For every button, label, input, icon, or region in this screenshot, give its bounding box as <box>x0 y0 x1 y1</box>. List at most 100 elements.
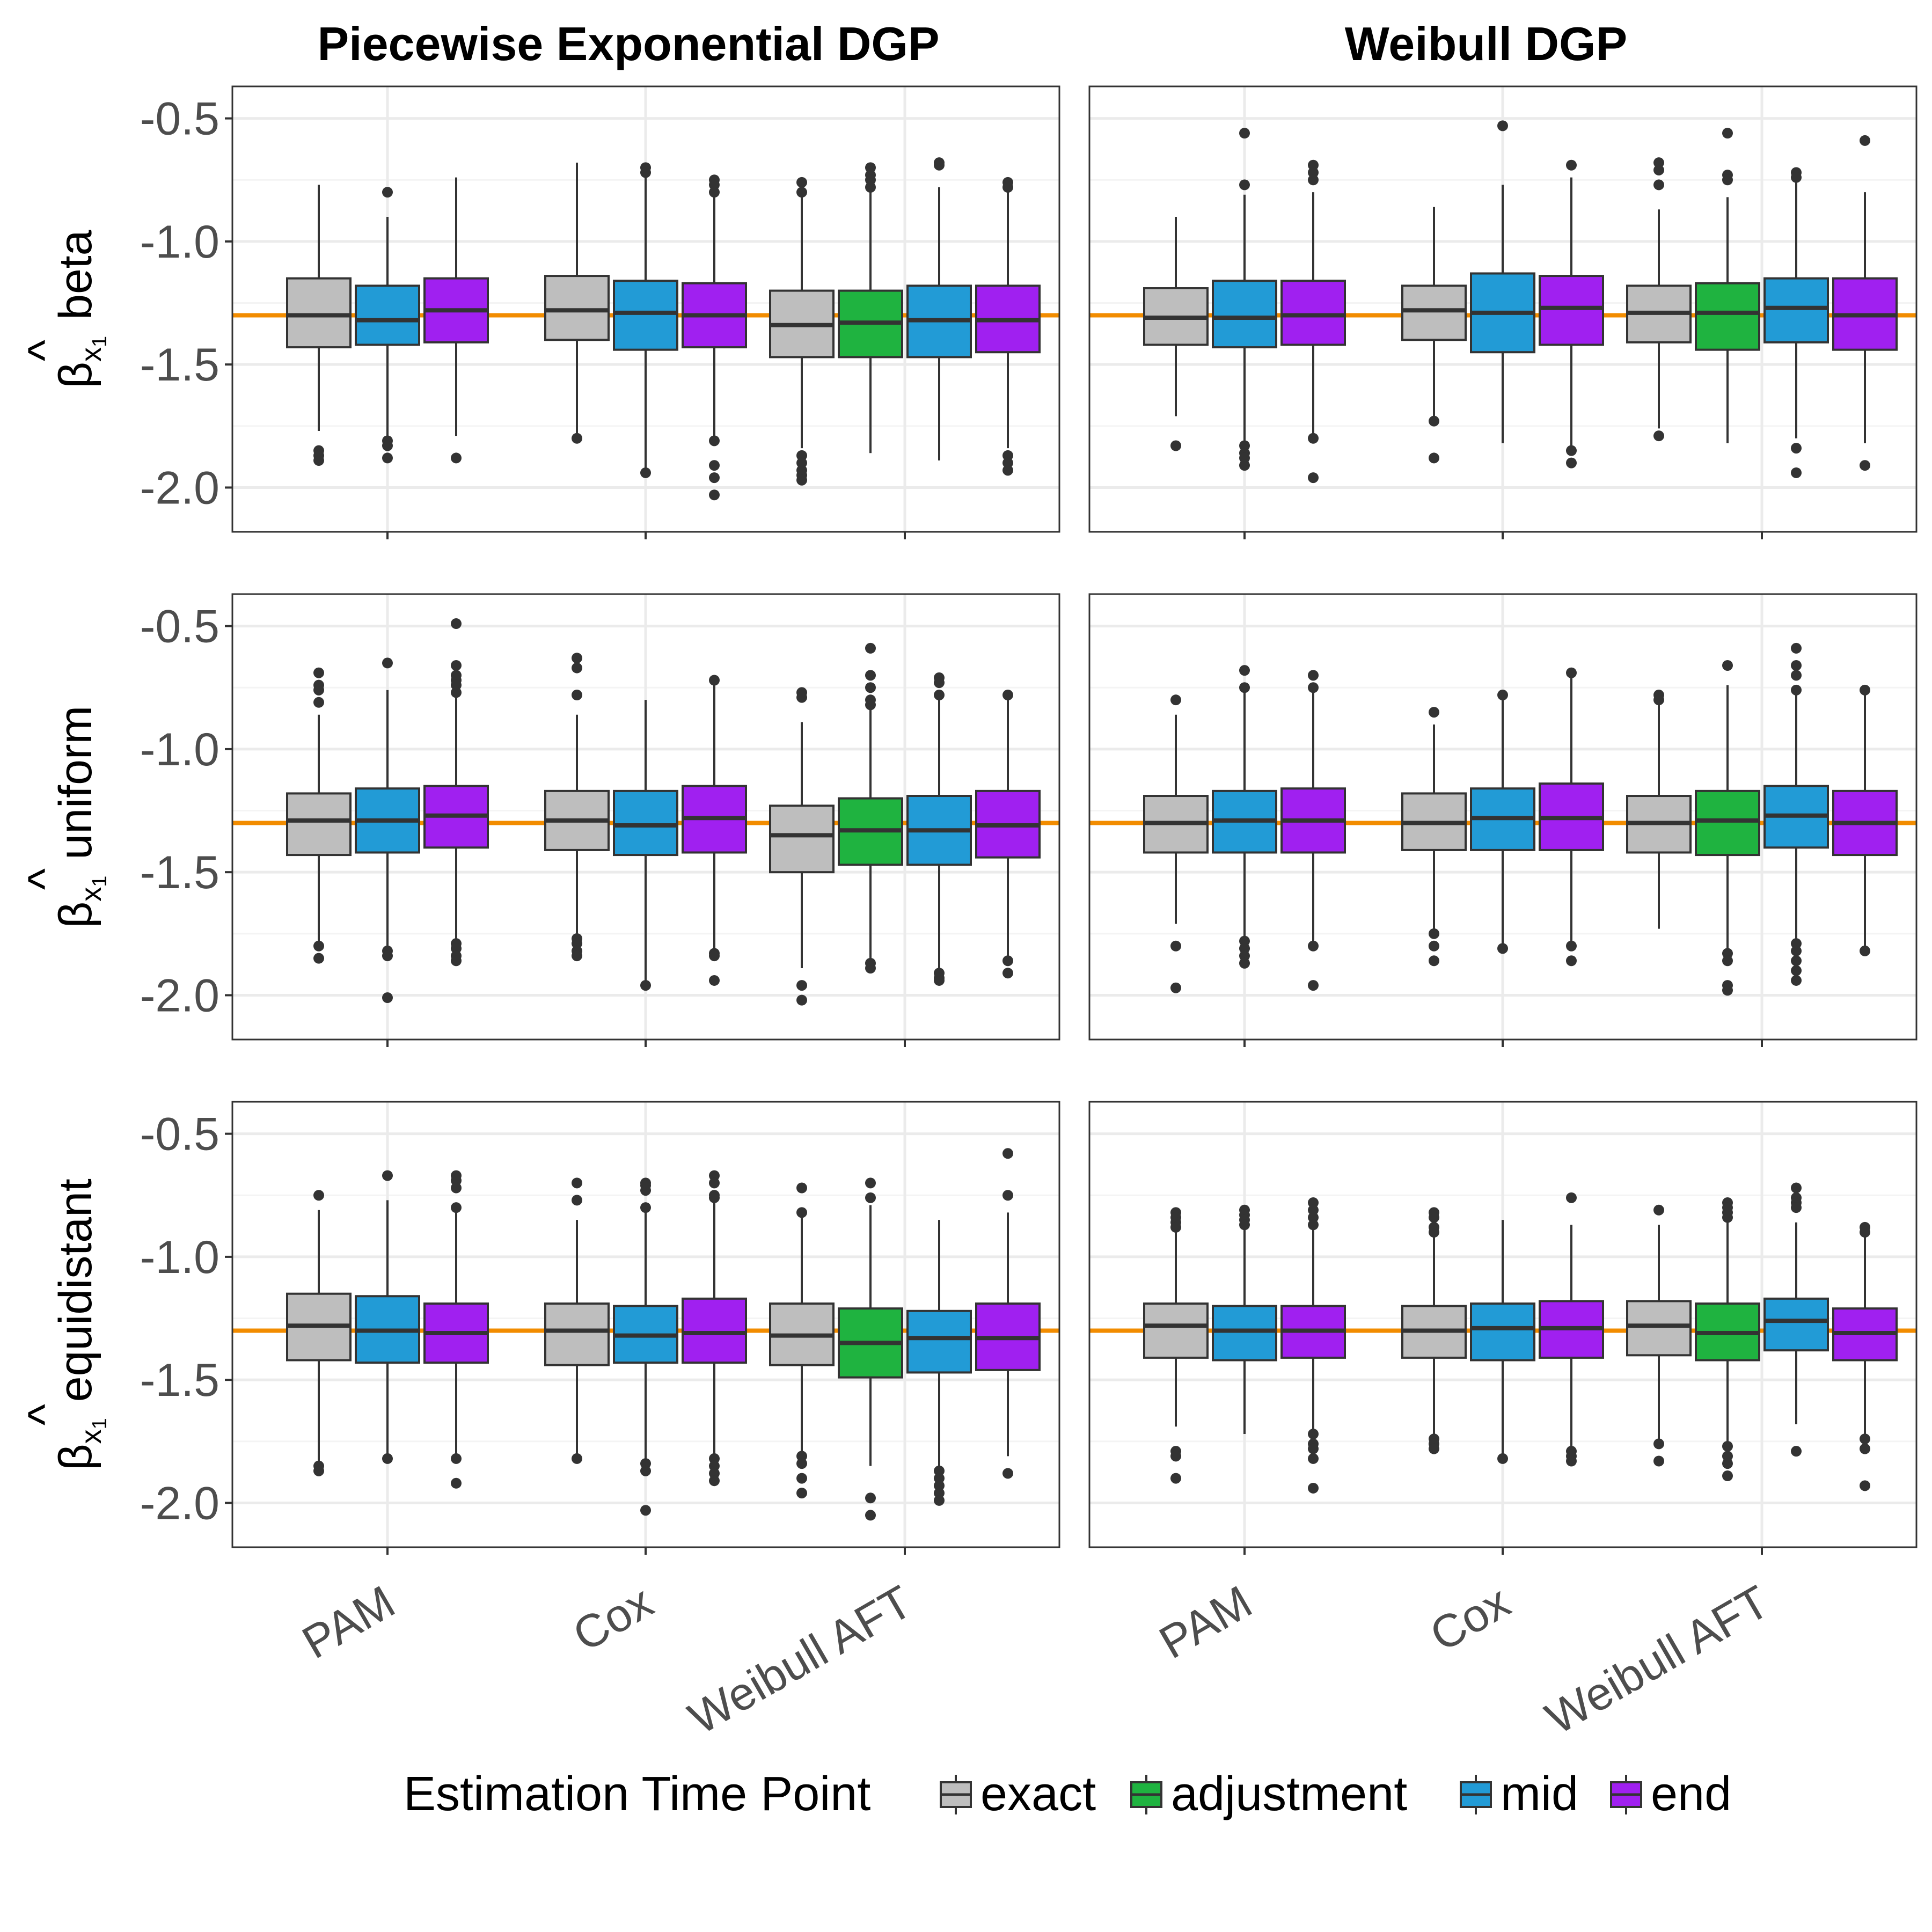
outlier-point <box>1170 1451 1181 1462</box>
outlier-point <box>865 1192 876 1203</box>
outlier-point <box>709 1192 720 1203</box>
box-rect <box>355 284 420 346</box>
outlier-point <box>865 182 876 193</box>
outlier-point <box>1566 955 1577 967</box>
outlier-point <box>709 472 720 484</box>
box-rect <box>1470 1302 1535 1362</box>
outlier-point <box>709 675 720 686</box>
row-label-equidistant: βx1 equidistant <box>50 1179 111 1470</box>
outlier-point <box>1722 1458 1733 1469</box>
outlier-point <box>796 980 807 991</box>
outlier-point <box>1002 1148 1013 1159</box>
outlier-point <box>1308 1482 1319 1494</box>
box-pam-exact <box>286 1190 352 1476</box>
outlier-point <box>382 950 393 962</box>
outlier-point <box>1308 1219 1319 1231</box>
outlier-point <box>865 1510 876 1521</box>
outlier-point <box>1239 460 1250 471</box>
outlier-point <box>796 1182 807 1194</box>
box-rect <box>682 1297 747 1364</box>
box-weibull-aft-exact <box>1626 1204 1692 1467</box>
box-pam-mid <box>355 657 420 1004</box>
outlier-point <box>451 618 462 630</box>
outlier-point <box>1860 1227 1870 1238</box>
outlier-point <box>451 1453 462 1464</box>
y-tick-label: -2.0 <box>140 1477 219 1529</box>
box-cox-end <box>682 174 747 501</box>
outlier-point <box>865 1177 876 1189</box>
box-pam-end <box>1280 1197 1346 1494</box>
outlier-point <box>1860 460 1870 471</box>
outlier-point <box>1002 955 1013 967</box>
box-weibull-aft-mid <box>1763 167 1829 478</box>
outlier-point <box>451 679 462 691</box>
y-tick-label: -0.5 <box>140 93 219 145</box>
row-label-symbol: β <box>50 902 101 928</box>
box-pam-end <box>423 618 489 967</box>
outlier-point <box>1239 452 1250 464</box>
legend-label-exact: exact <box>980 1767 1096 1821</box>
outlier-point <box>1791 670 1802 681</box>
outlier-point <box>1860 135 1870 146</box>
outlier-point <box>1308 670 1319 681</box>
outlier-point <box>1653 1438 1664 1450</box>
outlier-point <box>709 1170 720 1181</box>
outlier-point <box>1002 182 1013 193</box>
box-weibull-aft-end <box>1832 684 1898 956</box>
outlier-point <box>1791 660 1802 671</box>
outlier-point <box>796 1473 807 1484</box>
outlier-point <box>1308 682 1319 693</box>
outlier-point <box>1429 707 1439 718</box>
outlier-point <box>1308 940 1319 952</box>
legend-item-adjustment: adjustment <box>1130 1767 1407 1821</box>
box-pam-end <box>1280 670 1346 991</box>
outlier-point <box>1653 179 1664 191</box>
box-pam-exact <box>1143 694 1209 993</box>
outlier-point <box>796 692 807 703</box>
outlier-point <box>865 1492 876 1504</box>
box-pam-exact <box>286 185 352 466</box>
outlier-point <box>709 975 720 986</box>
outlier-point <box>1429 955 1439 967</box>
box-weibull-aft-end <box>1832 1221 1898 1491</box>
outlier-point <box>572 653 582 664</box>
outlier-point <box>1308 1443 1319 1454</box>
y-tick-label: -1.5 <box>140 339 219 391</box>
outlier-point <box>313 684 324 696</box>
outlier-point <box>796 1207 807 1218</box>
col-title-weibull: Weibull DGP <box>1345 17 1627 70</box>
outlier-point <box>1497 1453 1508 1464</box>
outlier-point <box>1239 935 1250 947</box>
outlier-point <box>1497 943 1508 954</box>
outlier-point <box>709 950 720 962</box>
outlier-point <box>1239 440 1250 451</box>
box-cox-end <box>682 1170 747 1487</box>
outlier-point <box>382 1170 393 1181</box>
outlier-point <box>451 955 462 967</box>
box-rect <box>1763 1297 1829 1352</box>
box-rect <box>906 1309 972 1374</box>
outlier-point <box>709 1453 720 1464</box>
outlier-point <box>1239 1219 1250 1231</box>
outlier-point <box>382 187 393 198</box>
box-pam-mid <box>1212 665 1277 969</box>
y-tick-label: -1.0 <box>140 1232 219 1283</box>
box-cox-end <box>682 675 747 986</box>
outlier-point <box>572 662 582 674</box>
box-rect <box>613 789 678 857</box>
y-tick-label: -1.0 <box>140 724 219 775</box>
outlier-point <box>865 162 876 173</box>
outlier-point <box>709 435 720 447</box>
outlier-point <box>1791 1182 1802 1194</box>
box-cox-exact <box>1401 1207 1467 1454</box>
box-cox-mid <box>613 162 678 478</box>
outlier-point <box>709 460 720 471</box>
box-weibull-aft-end <box>975 177 1041 476</box>
box-cox-mid <box>1470 690 1535 954</box>
outlier-point <box>1002 450 1013 461</box>
outlier-point <box>382 992 393 1004</box>
outlier-point <box>934 1480 945 1491</box>
box-rect <box>544 1302 610 1366</box>
box-rect <box>769 804 835 874</box>
